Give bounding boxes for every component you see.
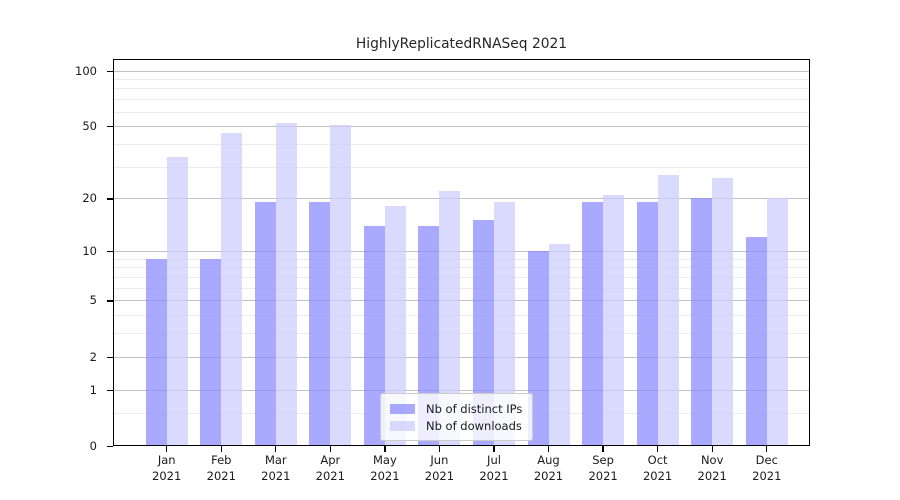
x-tick-label-feb: Feb 2021 [206,453,236,483]
x-tick-mark-may [384,446,386,452]
x-tick-mark-jun [438,446,441,452]
bar-distinct-ips-jan [145,258,167,446]
bar-downloads-may [384,206,406,446]
legend: Nb of distinct IPs Nb of downloads [380,393,534,441]
x-tick-label-mar: Mar 2021 [261,453,291,483]
y-tick-label-100: 100 [75,63,97,78]
bar-distinct-ips-mar [254,202,276,446]
bar-downloads-nov [712,177,734,446]
legend-label-downloads: Nb of downloads [426,418,522,433]
x-tick-label-oct: Oct 2021 [642,453,673,483]
x-tick-mark-sep [602,446,604,452]
x-tick-mark-aug [547,446,550,452]
y-tick-mark-20 [107,198,113,200]
bar-distinct-ips-jul [473,220,494,446]
gridline-major-1 [113,389,810,391]
gridline-major-5 [113,300,810,302]
y-tick-mark-10 [107,250,113,253]
x-tick-label-jan: Jan 2021 [152,453,182,483]
gridline-major-50 [113,126,810,128]
gridline-major-10 [113,250,810,252]
x-tick-mark-mar [275,446,277,452]
x-tick-label-sep: Sep 2021 [588,453,618,483]
x-tick-label-jun: Jun 2021 [424,453,455,483]
y-tick-mark-100 [107,70,113,72]
gridline-minor-80 [113,88,810,90]
x-tick-mark-nov [711,446,713,452]
legend-item-downloads: Nb of downloads [390,417,522,434]
bar-distinct-ips-jun [418,225,440,446]
bar-distinct-ips-dec [745,237,767,446]
x-tick-label-aug: Aug 2021 [533,453,564,483]
y-tick-mark-1 [107,389,113,391]
bar-distinct-ips-apr [309,202,331,446]
x-tick-label-nov: Nov 2021 [697,453,727,483]
y-tick-label-10: 10 [82,243,97,258]
legend-swatch-distinct-ips [390,403,415,414]
gridline-minor-7 [113,276,810,278]
x-tick-label-apr: Apr 2021 [315,453,345,483]
gridline-minor-90 [113,79,810,80]
x-tick-mark-jan [166,446,168,452]
bar-downloads-dec [766,198,788,446]
bar-downloads-mar [275,122,297,446]
y-tick-label-5: 5 [89,293,97,308]
bar-downloads-jan [166,156,188,446]
gridline-minor-9 [113,258,810,260]
bar-downloads-jul [494,202,515,446]
gridline-minor-8 [113,267,810,269]
bar-downloads-sep [603,194,625,446]
y-tick-label-2: 2 [89,349,97,364]
bar-distinct-ips-oct [636,202,658,446]
y-tick-label-20: 20 [82,191,97,206]
x-tick-mark-jul [493,446,495,452]
y-tick-label-1: 1 [89,382,97,397]
y-tick-label-0: 0 [89,439,97,453]
plot-area: Nb of distinct IPs Nb of downloads [113,59,810,446]
bar-downloads-apr [330,124,352,446]
gridline-major-100 [113,70,810,72]
bar-distinct-ips-nov [691,198,713,446]
gridline-minor-3 [113,333,810,335]
y-tick-mark-2 [107,356,113,358]
legend-label-distinct-ips: Nb of distinct IPs [426,401,523,416]
gridline-minor-30 [113,166,810,168]
gridline-minor-40 [113,143,810,145]
bar-downloads-feb [221,132,243,446]
x-tick-label-may: May 2021 [370,453,400,483]
legend-item-distinct-ips: Nb of distinct IPs [390,400,522,417]
y-tick-label-50: 50 [82,119,97,134]
y-tick-mark-50 [107,126,113,128]
bar-distinct-ips-sep [582,202,604,446]
gridline-minor-70 [113,99,810,101]
legend-swatch-downloads [390,420,415,431]
gridline-minor-6 [113,287,810,289]
bar-downloads-jun [439,190,461,446]
bar-distinct-ips-feb [200,258,222,446]
y-tick-mark-0 [107,446,113,448]
gridline-minor-60 [113,111,810,113]
bar-distinct-ips-may [363,225,385,446]
x-tick-label-dec: Dec 2021 [752,453,782,483]
x-tick-mark-feb [220,446,222,452]
bar-downloads-aug [548,243,570,446]
y-tick-mark-5 [107,300,113,302]
bar-downloads-oct [657,174,679,446]
gridline-minor-4 [113,315,810,316]
gridline-major-20 [113,198,810,200]
x-tick-mark-dec [766,446,768,452]
x-tick-mark-oct [656,446,659,452]
chart-title: HighlyReplicatedRNASeq 2021 [355,36,568,52]
gridline-major-2 [113,356,810,358]
x-tick-label-jul: Jul 2021 [479,453,509,483]
x-tick-mark-apr [329,446,331,452]
